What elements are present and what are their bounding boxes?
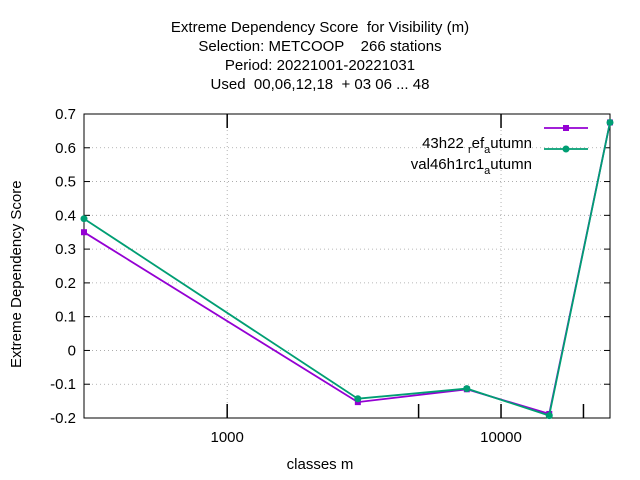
chart-title-line-4: Used 00,06,12,18 + 03 06 ... 48 [210, 76, 430, 93]
chart-title-line-2: Selection: METCOOP 266 stations [198, 38, 442, 55]
y-tick-label: 0.1 [55, 309, 76, 326]
data-point [80, 215, 88, 223]
chart-title-line-3: Period: 20221001-20221031 [224, 57, 416, 74]
plot-frame [83, 113, 611, 419]
y-tick-label: -0.1 [50, 376, 76, 393]
y-tick-label: 0.4 [55, 207, 76, 224]
y-axis-label: Extreme Dependency Score [8, 180, 25, 368]
data-point [81, 229, 87, 236]
legend-subscript: a [484, 144, 491, 156]
y-tick-label: 0 [68, 342, 76, 359]
legend-text-part: 43h22 [422, 135, 468, 152]
x-axis-label: classes m [286, 456, 354, 473]
legend-marker [562, 145, 570, 153]
y-tick-label: 0.2 [55, 275, 76, 292]
legend-label-series-1: 43h22 refautumn [405, 118, 532, 169]
data-point [354, 395, 362, 403]
chart-title-line-1: Extreme Dependency Score for Visibility … [170, 19, 470, 36]
legend-text-part: utumn [490, 135, 532, 152]
y-tick-label: 0.3 [55, 241, 76, 258]
legend-label-series-2: val46h1rc1autumn [394, 139, 532, 190]
legend-text-part: ef [471, 135, 485, 152]
legend-text-part: utumn [490, 156, 532, 173]
data-point [606, 118, 614, 126]
legend-subscript: r [467, 144, 472, 156]
data-point [463, 385, 471, 393]
legend-subscript: a [484, 165, 491, 177]
legend-marker [563, 125, 569, 131]
y-tick-label: 0.7 [55, 106, 76, 123]
legend-text-part: val46h1rc1 [410, 156, 485, 173]
y-tick-label: 0.6 [55, 140, 76, 157]
data-point [545, 412, 553, 420]
x-tick-label: 10000 [480, 429, 522, 446]
y-tick-label: 0.5 [55, 174, 76, 191]
y-tick-label: -0.2 [50, 410, 76, 427]
x-tick-label: 1000 [210, 429, 243, 446]
